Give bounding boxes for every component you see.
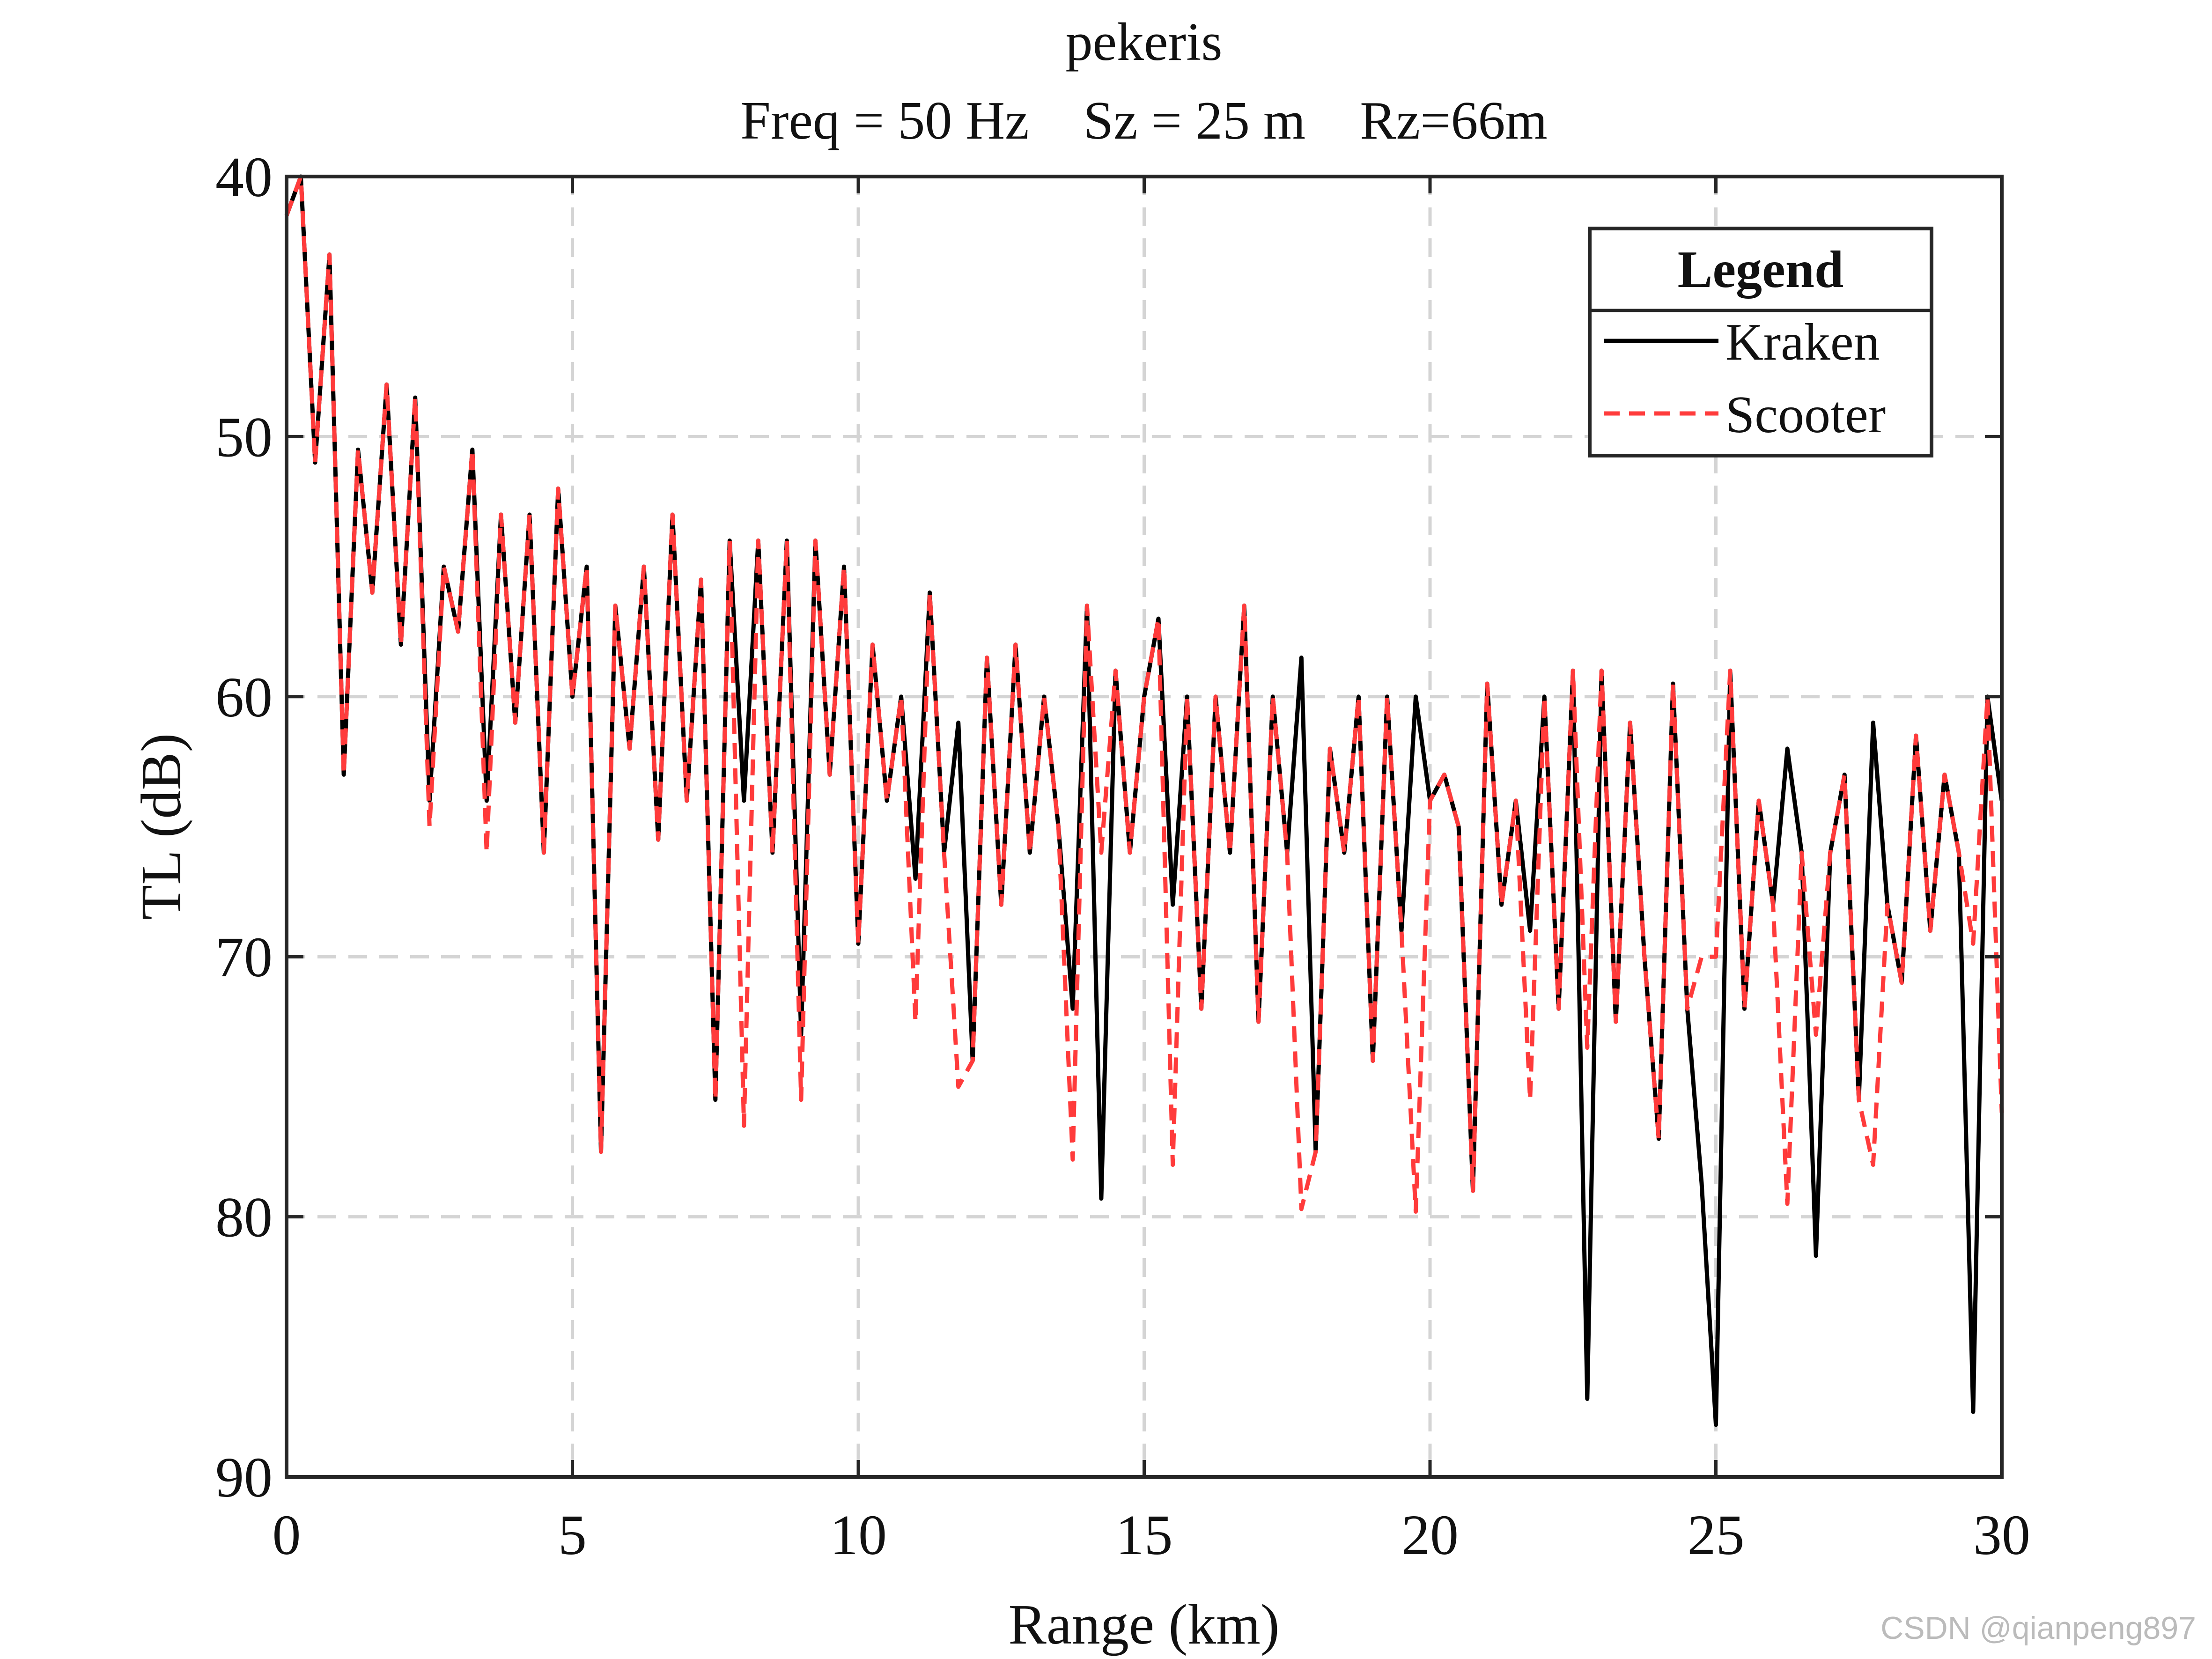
x-tick-label: 10: [830, 1504, 887, 1567]
x-tick-label: 15: [1116, 1504, 1173, 1567]
x-tick-label: 0: [273, 1504, 301, 1567]
x-tick-label: 30: [1973, 1504, 2030, 1567]
y-axis-label: TL (dB): [130, 733, 193, 920]
legend-title: Legend: [1678, 241, 1844, 299]
plot-lines: [284, 174, 2004, 1427]
legend-label: Kraken: [1725, 313, 1880, 371]
x-tick-label: 25: [1688, 1504, 1745, 1567]
y-tick-label: 60: [215, 666, 273, 729]
y-tick-label: 40: [215, 146, 273, 209]
y-tick-label: 80: [215, 1186, 273, 1249]
chart-title: pekeris: [1066, 12, 1223, 72]
series-line: [284, 174, 2004, 1427]
x-axis-label: Range (km): [1008, 1593, 1279, 1656]
y-tick-label: 90: [215, 1446, 273, 1509]
chart-subtitle: Freq = 50 Hz Sz = 25 m Rz=66m: [740, 91, 1547, 151]
x-tick-label: 20: [1401, 1504, 1459, 1567]
legend: Legend Kraken Scooter: [1588, 227, 1933, 457]
x-tick-label: 5: [558, 1504, 587, 1567]
y-tick-label: 70: [215, 926, 273, 989]
legend-label: Scooter: [1725, 386, 1886, 444]
watermark: CSDN @qianpeng897: [1880, 1610, 2196, 1646]
series-line: [284, 174, 2004, 1214]
axes: 0 5 10 15 20 25 30 40 50 60 70 80 90: [215, 146, 2030, 1567]
plot-frame: [285, 175, 2004, 1479]
y-tick-label: 50: [215, 406, 273, 469]
